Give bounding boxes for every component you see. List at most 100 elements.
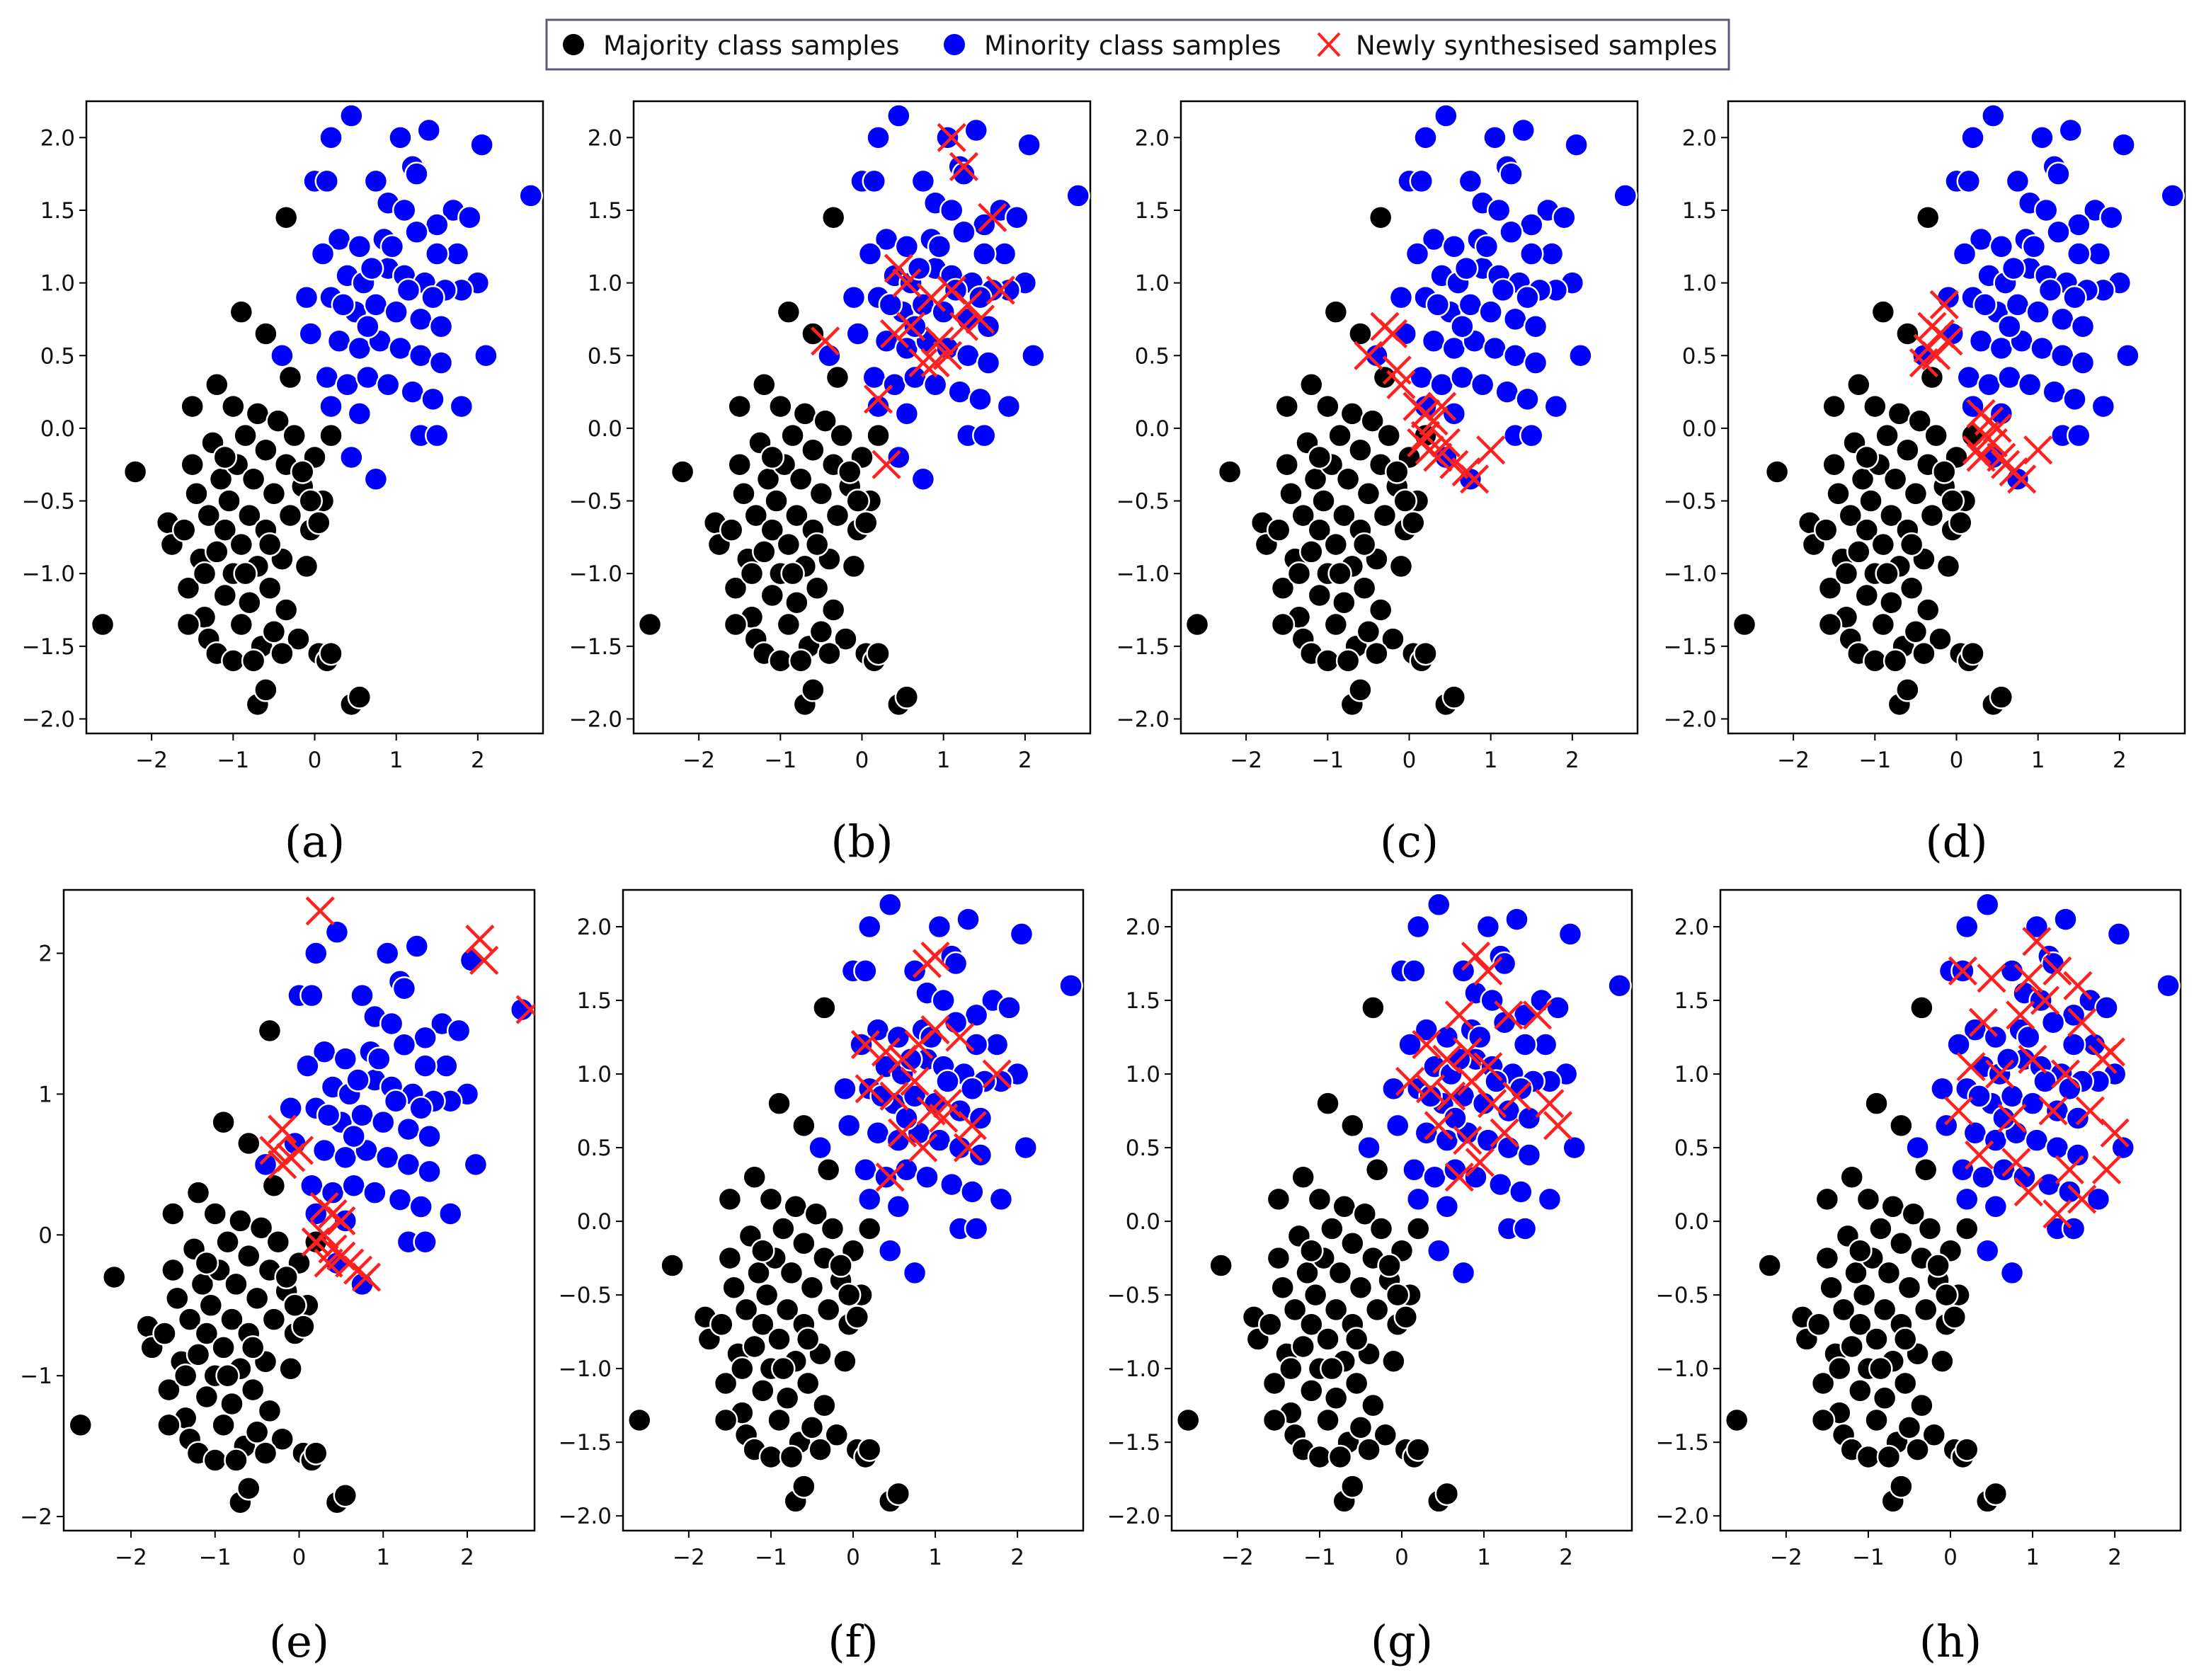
majority-point <box>1834 561 1859 586</box>
majority-point <box>1377 1253 1402 1278</box>
minority-point <box>446 1018 472 1044</box>
minority-point <box>350 983 375 1008</box>
majority-point <box>627 1407 652 1433</box>
majority-point <box>176 576 201 600</box>
y-tick-label: −1.5 <box>22 634 75 660</box>
majority-point <box>754 1282 779 1308</box>
minority-point <box>2160 183 2185 208</box>
minority-point <box>1426 1238 1451 1263</box>
minority-point <box>984 1032 1010 1057</box>
synthetic-point <box>2013 964 2043 993</box>
synthetic-point <box>945 1022 975 1052</box>
x-tick-label: −2 <box>1777 748 1810 773</box>
minority-point <box>964 1002 989 1028</box>
minority-point <box>1458 292 1483 317</box>
y-tick-label: 1.5 <box>1682 198 1717 224</box>
majority-point <box>1868 1356 1893 1381</box>
minority-point <box>333 1208 358 1233</box>
minority-point <box>849 1032 874 1057</box>
majority-point <box>161 1257 185 1283</box>
minority-point <box>1954 1187 1979 1212</box>
majority-point <box>637 612 663 637</box>
majority-point <box>771 1356 796 1381</box>
majority-point <box>1882 648 1908 673</box>
synthetic-point <box>2018 1044 2047 1074</box>
minority-point <box>2020 1091 2045 1116</box>
majority-point <box>1864 1327 1889 1352</box>
majority-point <box>1960 641 1985 666</box>
minority-point <box>1983 1194 2009 1219</box>
majority-point <box>788 648 813 673</box>
majority-point <box>253 1441 278 1465</box>
minority-point <box>1065 183 1090 208</box>
majority-point <box>224 1272 248 1297</box>
majority-point <box>742 1334 767 1359</box>
majority-point <box>319 423 343 448</box>
y-tick-label: −1.5 <box>1107 1430 1160 1456</box>
minority-point <box>2106 922 2132 947</box>
synthetic-point <box>1410 421 1441 450</box>
x-tick-label: 1 <box>2026 1545 2040 1570</box>
majority-point <box>1930 1349 1955 1373</box>
y-tick-label: −1.0 <box>22 561 75 587</box>
x-tick-label: 1 <box>389 748 404 773</box>
majority-point <box>783 1194 808 1219</box>
majority-point <box>1903 481 1929 506</box>
majority-point <box>1217 459 1242 484</box>
y-tick-label: 2 <box>38 942 52 967</box>
majority-point <box>282 423 307 448</box>
majority-point <box>1332 590 1356 615</box>
majority-point <box>298 488 323 513</box>
majority-point <box>1880 1194 1905 1219</box>
minority-point <box>2045 1098 2070 1124</box>
majority-point <box>771 1216 796 1241</box>
majority-point <box>730 1356 755 1381</box>
majority-point <box>719 518 744 542</box>
majority-point <box>261 1307 287 1332</box>
minority-point <box>1956 168 1982 194</box>
minority-point <box>1013 1135 1038 1160</box>
majority-point <box>1332 1194 1356 1219</box>
minority-point <box>270 343 295 368</box>
synthetic-point <box>1490 1118 1519 1148</box>
majority-point <box>1327 561 1352 586</box>
majority-point <box>257 1398 282 1424</box>
minority-point <box>1512 1216 1538 1241</box>
y-tick-label: 1.0 <box>1674 1062 1709 1087</box>
minority-point <box>2040 1010 2066 1035</box>
majority-point <box>1858 488 1883 513</box>
majority-point <box>812 1393 837 1418</box>
minority-point <box>388 336 413 361</box>
majority-point <box>194 1384 219 1410</box>
majority-point <box>270 1427 295 1451</box>
synthetic-point <box>314 1248 343 1278</box>
x-tick-label: 0 <box>292 1545 307 1570</box>
synthetic-point <box>268 1114 297 1144</box>
minority-point <box>972 423 997 448</box>
minority-point <box>866 125 891 150</box>
majority-point <box>1381 627 1405 651</box>
synthetic-point <box>1412 1029 1441 1060</box>
majority-point <box>1909 1393 1934 1418</box>
synthetic-point <box>1431 428 1461 458</box>
majority-point <box>760 445 785 470</box>
majority-point <box>1307 518 1332 542</box>
synthetic-point <box>932 341 963 370</box>
minority-point <box>347 336 372 361</box>
majority-point <box>237 590 262 615</box>
majority-point <box>1356 1437 1381 1462</box>
minority-point <box>1996 1047 2021 1072</box>
majority-point <box>1817 612 1843 637</box>
minority-point <box>931 988 956 1013</box>
synthetic-point <box>2007 464 2037 494</box>
synthetic-point <box>2042 956 2072 986</box>
synthetic-point <box>888 1118 918 1148</box>
majority-point <box>1348 438 1373 462</box>
majority-point <box>257 532 282 557</box>
y-tick-label: −1.0 <box>1116 561 1170 587</box>
minority-point <box>1519 212 1544 237</box>
majority-point <box>1940 488 1965 513</box>
synthetic-point <box>1436 1081 1466 1111</box>
majority-point <box>219 1307 244 1332</box>
